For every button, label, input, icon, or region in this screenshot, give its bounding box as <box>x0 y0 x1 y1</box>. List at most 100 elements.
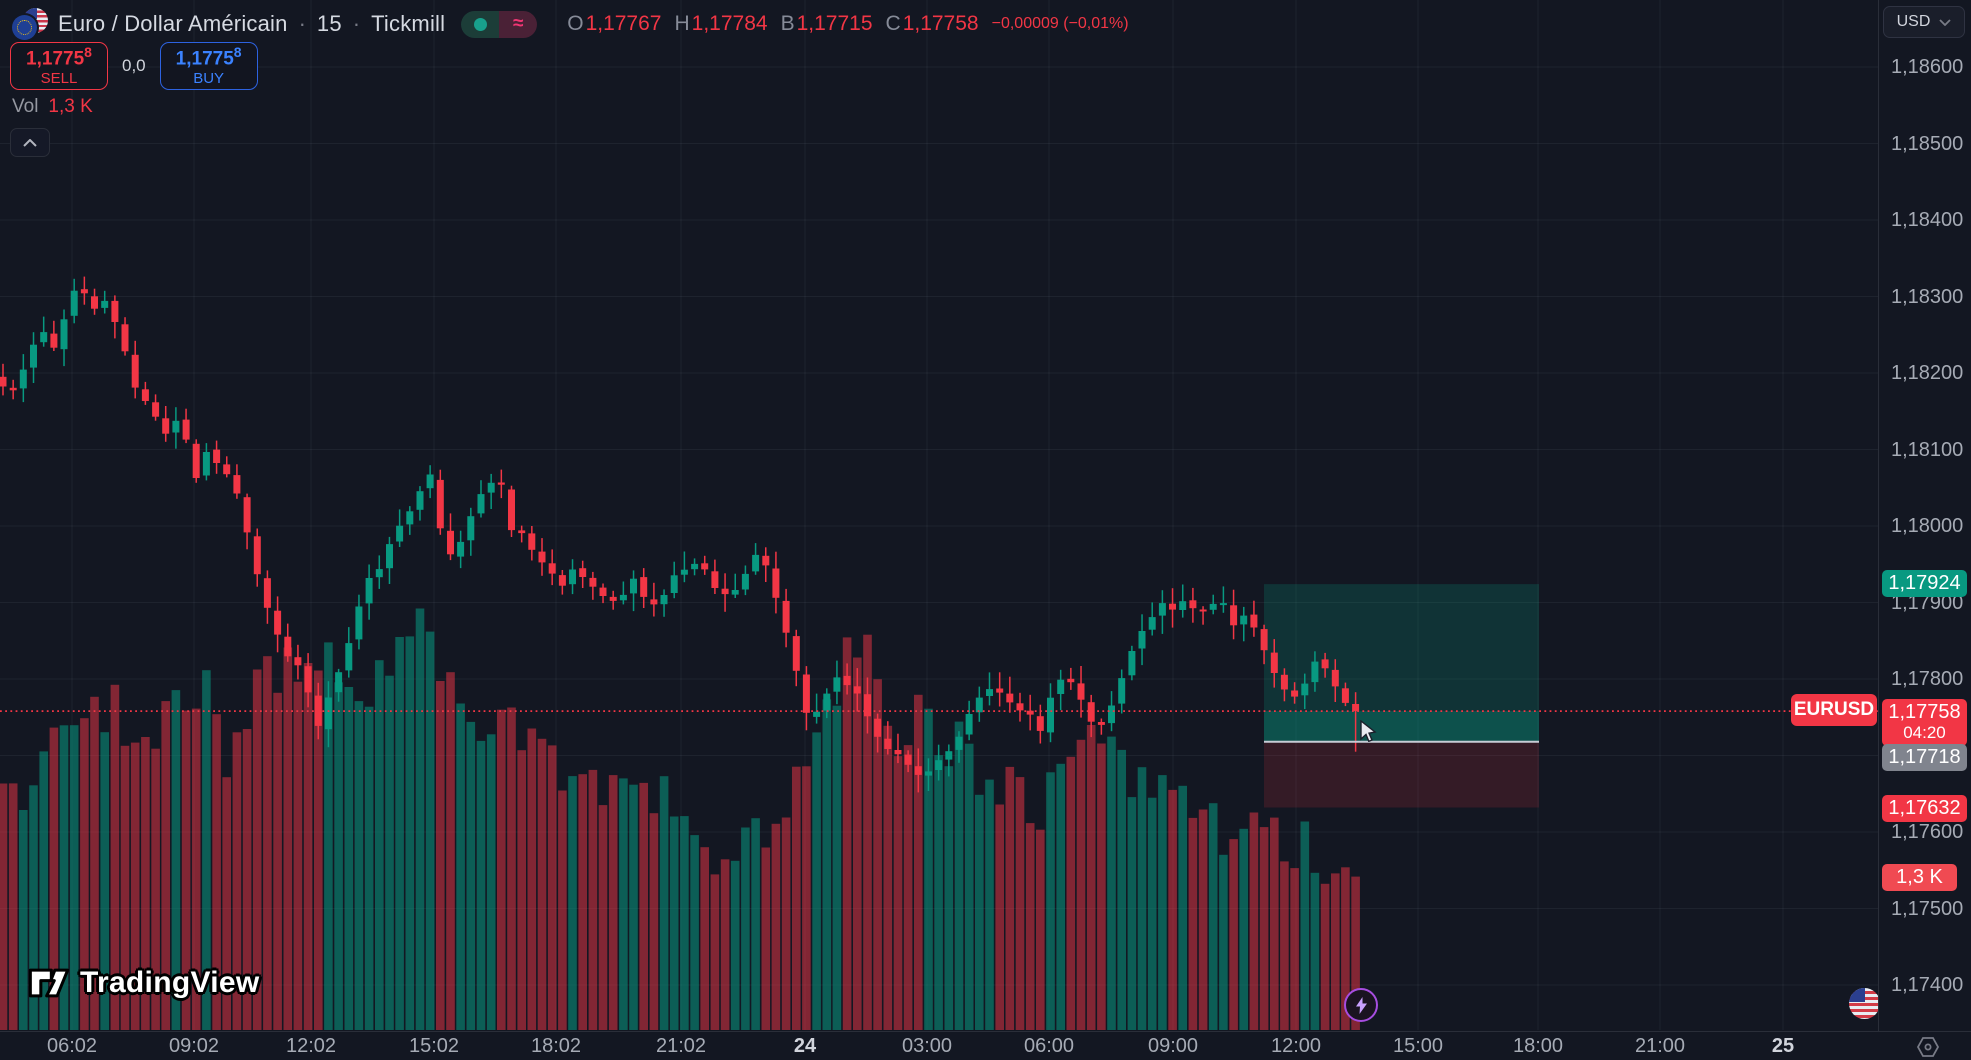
buy-sell-marks-toggle[interactable]: ≈ <box>461 10 538 38</box>
volume-bar <box>19 810 28 1030</box>
candle-body <box>1047 697 1054 733</box>
volume-bar <box>90 696 99 1030</box>
volume-bar <box>1005 766 1015 1030</box>
candle-body <box>792 636 800 671</box>
pane-settings-hexagon-icon[interactable] <box>1912 1035 1944 1059</box>
volume-bar <box>1056 763 1065 1030</box>
candle-body <box>772 568 780 598</box>
candle-body <box>1006 693 1014 703</box>
sell-label: SELL <box>40 69 78 87</box>
currency-dropdown-button[interactable]: USD <box>1883 6 1965 38</box>
lightning-marker-icon[interactable] <box>1344 988 1378 1022</box>
volume-bar <box>903 745 913 1030</box>
candle-body <box>111 300 119 322</box>
candle-body <box>243 497 251 533</box>
volume-bar <box>1280 861 1289 1030</box>
volume-bar <box>395 637 404 1030</box>
toggle-on-segment <box>461 10 500 38</box>
time-tick-label: 25 <box>1771 1035 1795 1057</box>
volume-label: Vol <box>12 96 39 117</box>
time-tick-label: 24 <box>793 1035 817 1057</box>
candle-body <box>986 689 993 696</box>
volume-axis-badge: 1,3 K <box>1882 863 1957 891</box>
symbol-legend[interactable]: Euro / Dollar Américain · 15 · Tickmill … <box>12 8 1129 40</box>
candle-body <box>701 563 709 570</box>
price-tick-label: 1,17400 <box>1891 974 1964 996</box>
candle-body <box>569 569 576 585</box>
candle-body <box>1128 651 1136 676</box>
candle-body <box>864 694 871 717</box>
candle-body <box>1108 705 1115 724</box>
time-tick-label: 03:00 <box>901 1035 953 1057</box>
price-axis[interactable]: 1,174001,175001,176001,177001,178001,179… <box>1878 0 1971 1031</box>
interval-label[interactable]: 15 <box>316 11 342 36</box>
candle-body <box>884 738 892 749</box>
current-price-badge: 1,17758 04:20 <box>1882 699 1967 746</box>
candle-body <box>833 677 841 692</box>
volume-bar <box>29 785 38 1030</box>
candle-body <box>80 289 88 294</box>
candle-body <box>192 443 200 478</box>
candle-body <box>335 672 343 693</box>
time-axis[interactable]: 06:02 09:02 12:02 15:02 18:02 21:02 24 03:00 06:… <box>0 1031 1971 1060</box>
candle-body <box>935 760 943 770</box>
sell-price-sup: 8 <box>84 44 92 61</box>
candle-body <box>101 300 109 308</box>
volume-bar <box>639 782 648 1030</box>
symbol-title[interactable]: Euro / Dollar Américain <box>58 11 288 36</box>
candle-body <box>975 697 983 713</box>
volume-bar <box>1219 854 1228 1030</box>
volume-bar <box>853 657 862 1030</box>
volume-bar <box>1198 809 1208 1030</box>
volume-bar <box>69 725 79 1030</box>
candle-body <box>1158 603 1166 616</box>
symbol-price-line-badge: EURUSD <box>1791 694 1877 727</box>
broker-label[interactable]: Tickmill <box>371 11 446 36</box>
volume-bar <box>690 835 699 1030</box>
volume-bar <box>334 682 343 1030</box>
volume-bar <box>130 742 140 1030</box>
candlestick-chart-canvas[interactable] <box>0 0 1878 1031</box>
candle-body <box>1067 678 1075 683</box>
collapse-panel-button[interactable] <box>10 128 50 157</box>
volume-bar <box>1341 867 1350 1030</box>
volume-bar <box>232 732 242 1030</box>
candle-body <box>1016 703 1024 711</box>
volume-bar <box>812 732 821 1030</box>
candle-body <box>19 369 27 389</box>
volume-bar <box>1117 749 1126 1030</box>
volume-bar <box>59 725 69 1030</box>
volume-bar <box>1107 736 1116 1030</box>
buy-button[interactable]: 1,17758 BUY <box>159 42 258 90</box>
candle-body <box>874 718 882 737</box>
volume-bar <box>883 725 893 1030</box>
time-tick-label: 12:02 <box>285 1035 337 1057</box>
sell-button[interactable]: 1,17758 SELL <box>10 42 108 90</box>
candle-body <box>1240 615 1248 625</box>
open-label: O <box>567 12 584 35</box>
volume-bar <box>710 874 720 1030</box>
candle-body <box>548 563 556 574</box>
price-tick-label: 1,17600 <box>1891 821 1964 843</box>
candle-body <box>579 568 587 577</box>
us-flag-sticker-icon[interactable] <box>1849 988 1880 1019</box>
candle-body <box>223 464 231 475</box>
volume-bar <box>619 778 628 1030</box>
candle-body <box>467 516 475 541</box>
current-price-value: 1,17758 <box>1888 701 1961 724</box>
open-value: 1,17767 <box>585 12 662 35</box>
volume-bar <box>456 703 465 1030</box>
volume-bar <box>720 859 730 1030</box>
volume-bar <box>1076 739 1086 1030</box>
volume-bar <box>781 817 791 1030</box>
volume-bar <box>120 745 130 1030</box>
candle-body <box>406 511 414 525</box>
candle-body <box>152 402 160 417</box>
time-tick-label: 21:02 <box>655 1035 707 1057</box>
candle-body <box>1250 614 1258 628</box>
volume-bar <box>1290 868 1299 1030</box>
volume-bar <box>537 738 547 1030</box>
volume-bar <box>263 656 272 1030</box>
volume-bar <box>995 804 1004 1030</box>
candle-body <box>416 491 424 510</box>
